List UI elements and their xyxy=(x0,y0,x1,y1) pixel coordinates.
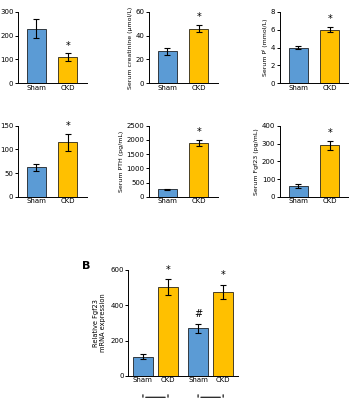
Text: *: * xyxy=(166,265,170,275)
Bar xyxy=(158,190,177,197)
Bar xyxy=(27,28,46,83)
Text: *: * xyxy=(196,12,201,22)
Bar xyxy=(289,48,308,83)
Bar xyxy=(320,30,339,83)
Bar xyxy=(58,142,77,197)
Text: *: * xyxy=(221,270,226,280)
Bar xyxy=(158,288,178,376)
Bar xyxy=(213,292,233,376)
Bar xyxy=(158,51,177,83)
Text: *: * xyxy=(196,127,201,137)
Y-axis label: Serum creatinine (μmol/L): Serum creatinine (μmol/L) xyxy=(128,6,133,89)
Text: *: * xyxy=(327,128,332,138)
Bar xyxy=(58,57,77,83)
Text: #: # xyxy=(194,310,202,320)
Bar xyxy=(320,145,339,197)
Text: *: * xyxy=(65,41,70,51)
Y-axis label: Relative Fgf23
mRNA expression: Relative Fgf23 mRNA expression xyxy=(93,294,106,352)
Y-axis label: Serum Fgf23 (pg/mL): Serum Fgf23 (pg/mL) xyxy=(254,128,259,195)
Bar xyxy=(27,168,46,197)
Bar xyxy=(189,28,208,83)
Bar xyxy=(289,186,308,197)
Bar xyxy=(188,328,208,376)
Bar xyxy=(189,143,208,197)
Text: *: * xyxy=(327,14,332,24)
Bar xyxy=(133,356,153,376)
Y-axis label: Serum PTH (pg/mL): Serum PTH (pg/mL) xyxy=(119,131,124,192)
Text: B: B xyxy=(82,261,90,271)
Y-axis label: Serum Pᴵ (mmol/L): Serum Pᴵ (mmol/L) xyxy=(262,19,268,76)
Text: *: * xyxy=(65,121,70,131)
